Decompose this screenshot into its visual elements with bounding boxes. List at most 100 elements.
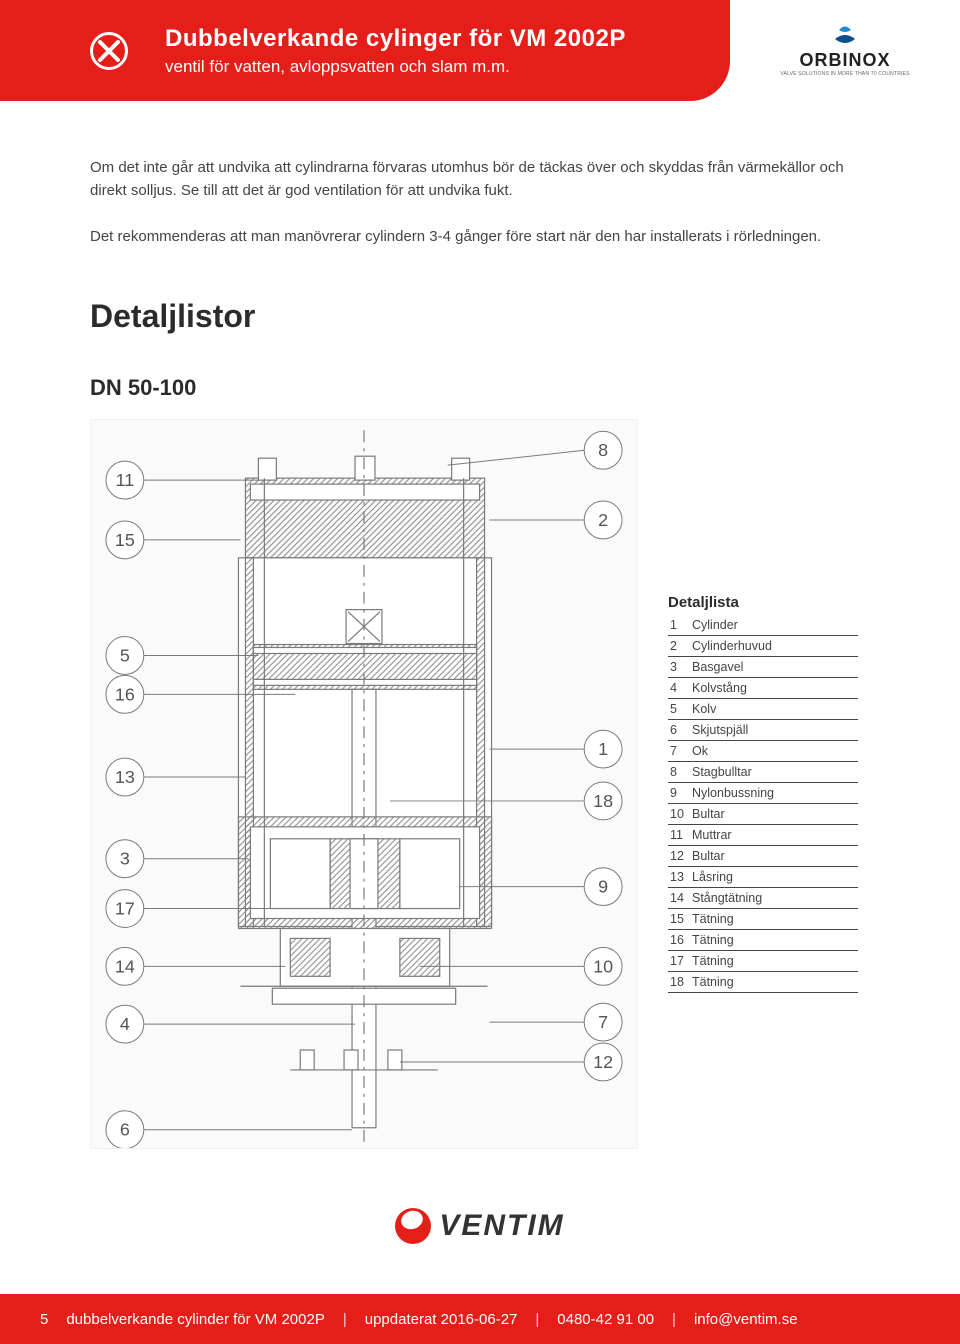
svg-text:16: 16 <box>115 684 135 704</box>
part-number: 8 <box>668 761 690 782</box>
table-row: 7Ok <box>668 740 858 761</box>
svg-text:4: 4 <box>120 1014 130 1034</box>
parts-table: 1Cylinder2Cylinderhuvud3Basgavel4Kolvstå… <box>668 615 858 993</box>
cylinder-diagram: 111551613317144682118910712 <box>90 419 638 1149</box>
footer-doc-name: dubbelverkande cylinder för VM 2002P <box>66 1311 325 1328</box>
part-name: Stagbulltar <box>690 761 858 782</box>
part-number: 2 <box>668 635 690 656</box>
svg-text:6: 6 <box>120 1119 130 1139</box>
ventim-ball-icon <box>395 1208 431 1244</box>
part-number: 13 <box>668 866 690 887</box>
table-row: 16Tätning <box>668 929 858 950</box>
part-name: Muttrar <box>690 824 858 845</box>
paragraph-1: Om det inte går att undvika att cylindra… <box>90 156 870 203</box>
paragraph-2: Det rekommenderas att man manövrerar cyl… <box>90 225 870 248</box>
part-name: Bultar <box>690 803 858 824</box>
svg-text:13: 13 <box>115 767 135 787</box>
part-name: Tätning <box>690 929 858 950</box>
part-name: Tätning <box>690 971 858 992</box>
section-heading: Detaljlistor <box>90 298 870 335</box>
part-number: 7 <box>668 740 690 761</box>
part-name: Låsring <box>690 866 858 887</box>
table-row: 5Kolv <box>668 698 858 719</box>
part-name: Nylonbussning <box>690 782 858 803</box>
page-subtitle: ventil för vatten, avloppsvatten och sla… <box>165 57 626 77</box>
footer-updated: uppdaterat 2016-06-27 <box>365 1311 518 1328</box>
table-row: 8Stagbulltar <box>668 761 858 782</box>
part-name: Cylinderhuvud <box>690 635 858 656</box>
part-number: 5 <box>668 698 690 719</box>
table-row: 17Tätning <box>668 950 858 971</box>
footer-phone: 0480-42 91 00 <box>557 1311 654 1328</box>
subsection-heading: DN 50-100 <box>90 375 870 401</box>
table-row: 3Basgavel <box>668 656 858 677</box>
svg-text:14: 14 <box>115 956 135 976</box>
part-number: 16 <box>668 929 690 950</box>
svg-text:10: 10 <box>593 956 613 976</box>
part-number: 15 <box>668 908 690 929</box>
svg-text:5: 5 <box>120 645 130 665</box>
part-number: 14 <box>668 887 690 908</box>
table-row: 4Kolvstång <box>668 677 858 698</box>
part-name: Skjutspjäll <box>690 719 858 740</box>
part-name: Ok <box>690 740 858 761</box>
orbinox-logo: ORBINOX VALVE SOLUTIONS IN MORE THAN 70 … <box>780 25 909 77</box>
part-name: Tätning <box>690 908 858 929</box>
table-row: 11Muttrar <box>668 824 858 845</box>
part-number: 4 <box>668 677 690 698</box>
footer-sep: | <box>343 1311 347 1328</box>
footer-sep: | <box>672 1311 676 1328</box>
valve-icon <box>90 32 128 70</box>
part-name: Kolv <box>690 698 858 719</box>
content-area: Om det inte går att undvika att cylindra… <box>0 101 960 1149</box>
footer-bar: 5 dubbelverkande cylinder för VM 2002P |… <box>0 1294 960 1344</box>
table-row: 1Cylinder <box>668 615 858 636</box>
part-name: Basgavel <box>690 656 858 677</box>
svg-text:7: 7 <box>598 1012 608 1032</box>
part-number: 1 <box>668 615 690 636</box>
part-number: 6 <box>668 719 690 740</box>
svg-text:3: 3 <box>120 848 130 868</box>
part-name: Bultar <box>690 845 858 866</box>
table-row: 12Bultar <box>668 845 858 866</box>
parts-list-title: Detaljlista <box>668 594 858 615</box>
brand-corner: ORBINOX VALVE SOLUTIONS IN MORE THAN 70 … <box>730 0 960 101</box>
svg-text:12: 12 <box>593 1052 613 1072</box>
table-row: 2Cylinderhuvud <box>668 635 858 656</box>
svg-text:15: 15 <box>115 530 135 550</box>
ventim-wordmark: VENTIM <box>439 1209 564 1243</box>
table-row: 13Låsring <box>668 866 858 887</box>
table-row: 18Tätning <box>668 971 858 992</box>
table-row: 14Stångtätning <box>668 887 858 908</box>
svg-text:8: 8 <box>598 440 608 460</box>
svg-text:9: 9 <box>598 876 608 896</box>
table-row: 10Bultar <box>668 803 858 824</box>
footer-sep: | <box>535 1311 539 1328</box>
svg-text:1: 1 <box>598 739 608 759</box>
part-number: 12 <box>668 845 690 866</box>
part-name: Stångtätning <box>690 887 858 908</box>
part-number: 11 <box>668 824 690 845</box>
part-number: 9 <box>668 782 690 803</box>
orbinox-name: ORBINOX <box>780 50 909 71</box>
part-number: 17 <box>668 950 690 971</box>
parts-list: Detaljlista 1Cylinder2Cylinderhuvud3Basg… <box>668 594 858 993</box>
part-name: Kolvstång <box>690 677 858 698</box>
diagram-svg: 111551613317144682118910712 <box>91 420 637 1148</box>
orbinox-tagline: VALVE SOLUTIONS IN MORE THAN 70 COUNTRIE… <box>780 71 909 77</box>
table-row: 9Nylonbussning <box>668 782 858 803</box>
svg-text:17: 17 <box>115 898 135 918</box>
part-name: Tätning <box>690 950 858 971</box>
footer-page-number: 5 <box>40 1311 48 1328</box>
header-text-block: Dubbelverkande cylinger för VM 2002P ven… <box>165 25 626 77</box>
table-row: 15Tätning <box>668 908 858 929</box>
figure-area: 111551613317144682118910712 Detaljlista … <box>90 419 870 1149</box>
page-title: Dubbelverkande cylinger för VM 2002P <box>165 25 626 53</box>
part-name: Cylinder <box>690 615 858 636</box>
svg-text:11: 11 <box>116 470 135 490</box>
part-number: 3 <box>668 656 690 677</box>
ventim-logo: VENTIM <box>0 1208 960 1249</box>
header-banner: Dubbelverkande cylinger för VM 2002P ven… <box>0 0 730 101</box>
footer-email: info@ventim.se <box>694 1311 798 1328</box>
intro-text: Om det inte går att undvika att cylindra… <box>90 156 870 248</box>
